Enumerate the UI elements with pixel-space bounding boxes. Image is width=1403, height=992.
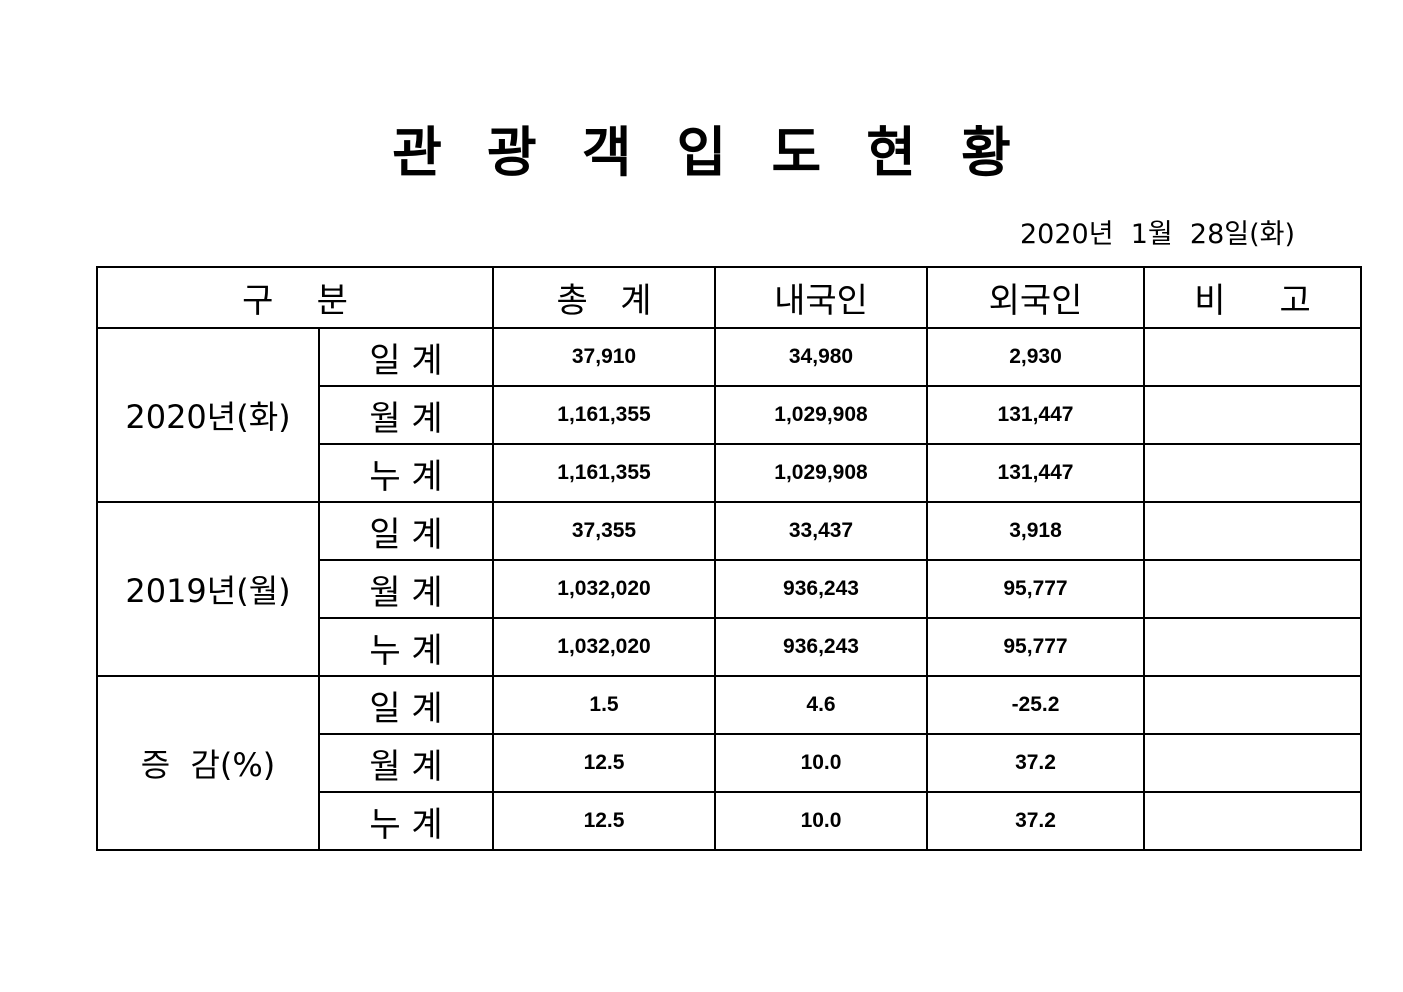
- cell-total: 1,032,020: [492, 617, 716, 677]
- cell-remarks: [1143, 327, 1362, 387]
- header-remarks: 비 고: [1143, 266, 1362, 329]
- title-char: 관: [392, 121, 442, 184]
- row-sub-label: 누 계: [318, 617, 494, 677]
- cell-foreign: 95,777: [926, 617, 1145, 677]
- cell-remarks: [1143, 501, 1362, 561]
- cell-foreign: -25.2: [926, 675, 1145, 735]
- group-label-change-percent: 증 감(%): [96, 675, 320, 851]
- cell-domestic: 936,243: [714, 617, 928, 677]
- group-label-2019: 2019년(월): [96, 501, 320, 677]
- row-sub-label: 일 계: [318, 501, 494, 561]
- cell-total: 1,161,355: [492, 443, 716, 503]
- cell-foreign: 3,918: [926, 501, 1145, 561]
- cell-total: 1.5: [492, 675, 716, 735]
- cell-domestic: 1,029,908: [714, 443, 928, 503]
- cell-foreign: 131,447: [926, 443, 1145, 503]
- cell-total: 1,161,355: [492, 385, 716, 445]
- table-row: 2019년(월) 일 계 37,355 33,437 3,918: [96, 501, 1362, 677]
- table-row: 누 계 12.5 10.0 37.2: [97, 791, 1362, 851]
- row-sub-label: 월 계: [318, 733, 494, 793]
- row-sub-label: 누 계: [318, 443, 494, 503]
- title-char: 도: [771, 121, 822, 184]
- title-char: 광: [487, 121, 537, 184]
- cell-total: 37,910: [492, 327, 716, 387]
- cell-remarks: [1143, 675, 1362, 735]
- report-date: 2020년 1월 28일(화): [1020, 219, 1296, 250]
- cell-domestic: 10.0: [714, 733, 928, 793]
- cell-foreign: 95,777: [926, 559, 1145, 619]
- table-row: 누 계 1,032,020 936,243 95,777: [97, 617, 1362, 677]
- title-char: 황: [961, 121, 1011, 184]
- row-sub-label: 월 계: [318, 559, 494, 619]
- header-foreign: 외국인: [926, 266, 1145, 329]
- cell-domestic: 4.6: [714, 675, 928, 735]
- cell-remarks: [1143, 791, 1362, 851]
- cell-remarks: [1143, 559, 1362, 619]
- row-sub-label: 일 계: [318, 327, 494, 387]
- cell-remarks: [1143, 617, 1362, 677]
- cell-domestic: 34,980: [714, 327, 928, 387]
- header-category: 구 분: [96, 266, 494, 329]
- row-sub-label: 누 계: [318, 791, 494, 851]
- cell-domestic: 10.0: [714, 791, 928, 851]
- cell-remarks: [1143, 443, 1362, 503]
- cell-foreign: 37.2: [926, 733, 1145, 793]
- page-title: 관 광 객 입 도 현 황: [0, 108, 1403, 187]
- cell-remarks: [1143, 385, 1362, 445]
- cell-foreign: 131,447: [926, 385, 1145, 445]
- table-row: 월 계 1,161,355 1,029,908 131,447: [97, 385, 1362, 445]
- cell-total: 37,355: [492, 501, 716, 561]
- cell-total: 1,032,020: [492, 559, 716, 619]
- header-total: 총 계: [492, 266, 716, 329]
- tourist-arrivals-table: 구 분 총 계 내국인 외국인 비 고 2020년(화) 일 계 37,910 …: [96, 266, 1362, 851]
- title-char: 객: [581, 121, 632, 184]
- header-domestic: 내국인: [714, 266, 928, 329]
- cell-total: 12.5: [492, 791, 716, 851]
- table-row: 증 감(%) 일 계 1.5 4.6 -25.2: [96, 675, 1362, 851]
- cell-foreign: 37.2: [926, 791, 1145, 851]
- cell-remarks: [1143, 733, 1362, 793]
- cell-total: 12.5: [492, 733, 716, 793]
- table-row: 2020년(화) 일 계 37,910 34,980 2,930: [96, 327, 1362, 503]
- title-char: 현: [866, 121, 916, 184]
- cell-foreign: 2,930: [926, 327, 1145, 387]
- row-sub-label: 월 계: [318, 385, 494, 445]
- table-row: 누 계 1,161,355 1,029,908 131,447: [97, 443, 1362, 503]
- header-row: 구 분 총 계 내국인 외국인 비 고: [96, 266, 1362, 329]
- title-char: 입: [676, 121, 727, 184]
- table-row: 월 계 12.5 10.0 37.2: [97, 733, 1362, 793]
- group-label-2020: 2020년(화): [96, 327, 320, 503]
- cell-domestic: 1,029,908: [714, 385, 928, 445]
- cell-domestic: 33,437: [714, 501, 928, 561]
- table-row: 월 계 1,032,020 936,243 95,777: [97, 559, 1362, 619]
- cell-domestic: 936,243: [714, 559, 928, 619]
- row-sub-label: 일 계: [318, 675, 494, 735]
